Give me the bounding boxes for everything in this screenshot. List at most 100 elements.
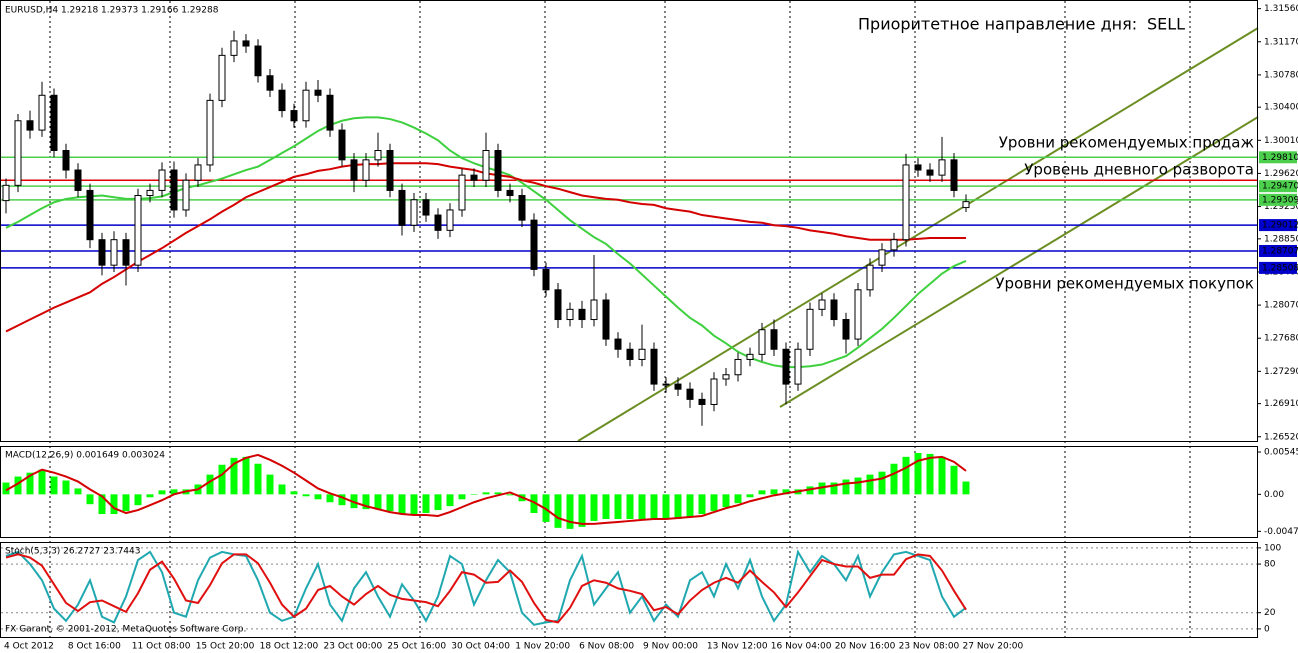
x-tick-label: 18 Oct 12:00 bbox=[260, 642, 319, 652]
candle-body bbox=[458, 174, 466, 211]
level-label-box bbox=[1259, 261, 1297, 274]
level-label-box bbox=[1259, 151, 1297, 164]
level-label: 1.29012 bbox=[1262, 221, 1298, 231]
candle-body bbox=[2, 184, 10, 202]
y-tick-label: 1.27680 bbox=[1264, 334, 1298, 344]
candle-body bbox=[614, 338, 622, 350]
candle-body bbox=[242, 40, 250, 47]
histogram-bar bbox=[578, 494, 586, 527]
histogram-bar bbox=[38, 469, 46, 495]
trend-line bbox=[779, 116, 1259, 408]
histogram-bar bbox=[86, 494, 94, 505]
candle-body bbox=[338, 129, 346, 161]
histogram-bar bbox=[50, 476, 58, 495]
candle-body bbox=[434, 214, 442, 231]
level-label-box bbox=[1259, 219, 1297, 232]
candle-body bbox=[782, 348, 790, 385]
histogram-bar bbox=[398, 494, 406, 515]
candle-body bbox=[386, 149, 394, 191]
histogram-bar bbox=[302, 494, 310, 497]
y-tick-label: -0.00477 bbox=[1264, 527, 1298, 537]
histogram-bar bbox=[914, 452, 922, 495]
histogram-bar bbox=[362, 494, 370, 510]
candle-body bbox=[290, 110, 298, 122]
x-tick-label: 13 Nov 12:00 bbox=[707, 642, 768, 652]
candle-body bbox=[662, 383, 670, 386]
candle-body bbox=[26, 120, 34, 131]
candle-body bbox=[710, 378, 718, 405]
x-tick-label: 15 Oct 20:00 bbox=[196, 642, 255, 652]
direction-label: Приоритетное направление дня: bbox=[858, 15, 1137, 34]
candle-body bbox=[854, 289, 862, 340]
candle-body bbox=[62, 149, 70, 171]
histogram-bar bbox=[326, 494, 334, 503]
histogram-bar bbox=[218, 464, 226, 495]
histogram-bar bbox=[482, 492, 490, 495]
y-tick-label: 80 bbox=[1264, 560, 1276, 570]
histogram-bar bbox=[14, 476, 22, 495]
candle-body bbox=[266, 75, 274, 91]
candle-body bbox=[230, 40, 238, 56]
candle-body bbox=[422, 199, 430, 216]
y-tick-label: 1.30780 bbox=[1264, 70, 1298, 80]
candle-body bbox=[170, 169, 178, 211]
candle-body bbox=[362, 159, 370, 181]
x-tick-label: 1 Nov 20:00 bbox=[515, 642, 570, 652]
histogram-bar bbox=[206, 474, 214, 495]
histogram-bar bbox=[314, 494, 322, 500]
histogram-bar bbox=[902, 456, 910, 495]
stoch-pane-frame bbox=[0, 542, 1258, 638]
x-tick-label: 11 Oct 08:00 bbox=[132, 642, 191, 652]
y-tick-label: 0.00545 bbox=[1264, 448, 1298, 458]
y-tick-label: 1.30010 bbox=[1264, 136, 1298, 146]
y-tick-label: 1.27290 bbox=[1264, 367, 1298, 377]
histogram-bar bbox=[782, 489, 790, 495]
candle-body bbox=[518, 195, 526, 221]
candle-body bbox=[446, 209, 454, 231]
candle-body bbox=[566, 308, 574, 321]
candle-body bbox=[398, 189, 406, 226]
x-tick-label: 30 Oct 04:00 bbox=[451, 642, 510, 652]
indicator-line bbox=[5, 549, 967, 626]
x-tick-label: 4 Oct 2012 bbox=[4, 642, 54, 652]
x-tick-label: 25 Oct 16:00 bbox=[387, 642, 446, 652]
candle-body bbox=[278, 89, 286, 112]
candle-body bbox=[554, 289, 562, 321]
histogram-bar bbox=[854, 477, 862, 495]
macd-pane-frame bbox=[0, 446, 1258, 538]
candle-body bbox=[410, 199, 418, 226]
candle-body bbox=[806, 308, 814, 350]
histogram-bar bbox=[242, 456, 250, 495]
histogram-bar bbox=[446, 494, 454, 507]
histogram-bar bbox=[962, 481, 970, 495]
y-tick-label: 1.26520 bbox=[1264, 432, 1298, 442]
candle-body bbox=[926, 169, 934, 176]
histogram-bar bbox=[146, 494, 154, 498]
candle-body bbox=[146, 189, 154, 197]
histogram-bar bbox=[254, 463, 262, 495]
candle-body bbox=[818, 299, 826, 310]
candle-body bbox=[758, 329, 766, 355]
histogram-bar bbox=[758, 490, 766, 495]
candle-body bbox=[74, 169, 82, 191]
candle-body bbox=[506, 189, 514, 197]
candle-body bbox=[650, 348, 658, 385]
histogram-bar bbox=[710, 494, 718, 512]
histogram-bar bbox=[62, 480, 70, 495]
x-tick-label: 8 Oct 16:00 bbox=[68, 642, 121, 652]
histogram-bar bbox=[338, 494, 346, 506]
level-label-box bbox=[1259, 193, 1297, 206]
histogram-bar bbox=[530, 494, 538, 514]
histogram-bar bbox=[698, 494, 706, 515]
candle-body bbox=[770, 329, 778, 350]
candle-body bbox=[50, 94, 58, 151]
histogram-bar bbox=[410, 494, 418, 515]
candle-body bbox=[722, 374, 730, 380]
histogram-bar bbox=[74, 488, 82, 495]
histogram-bar bbox=[98, 494, 106, 515]
candle-body bbox=[374, 149, 382, 161]
candle-body bbox=[590, 299, 598, 321]
candle-body bbox=[638, 348, 646, 360]
trend-channel bbox=[577, 27, 1259, 442]
histogram-bar bbox=[278, 484, 286, 495]
